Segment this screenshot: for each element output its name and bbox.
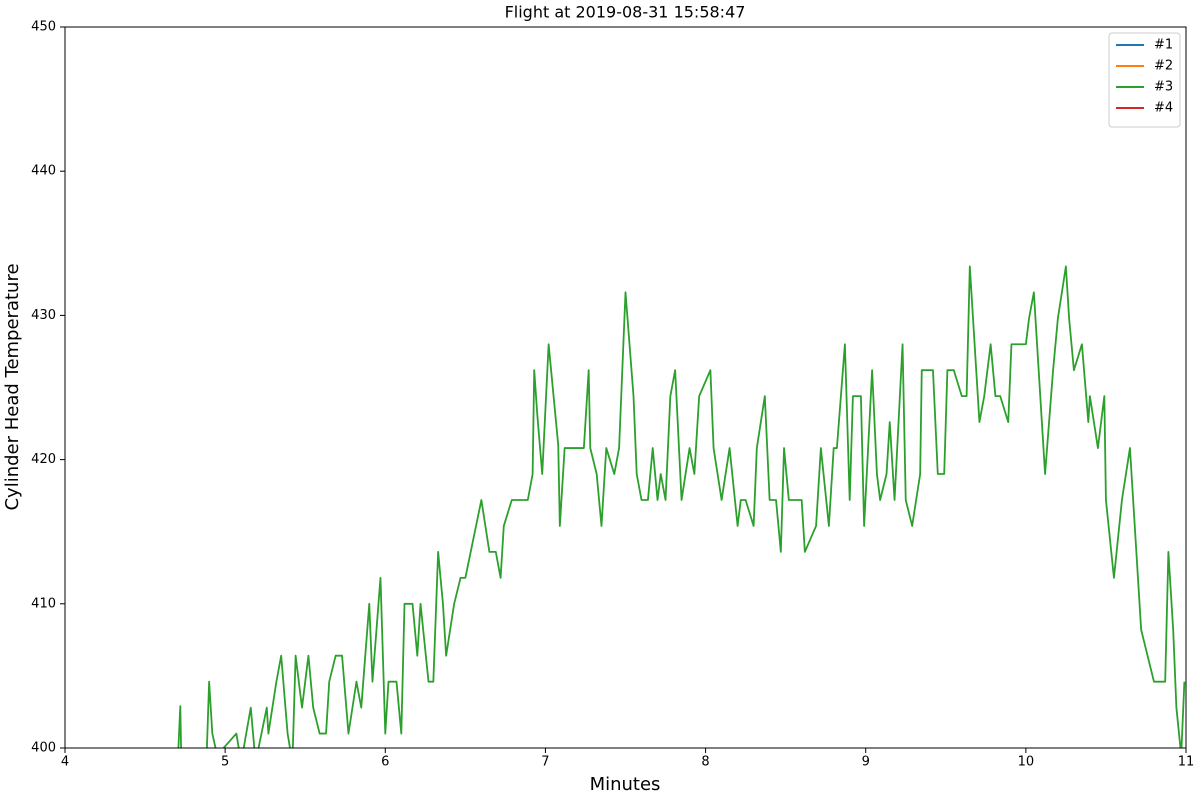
y-tick-label: 410 [31,596,56,611]
x-tick-label: 11 [1178,755,1195,770]
x-axis-label: Minutes [590,774,661,795]
x-tick-label: 4 [61,755,69,770]
y-axis-label: Cylinder Head Temperature [2,263,23,510]
x-tick-label: 6 [381,755,389,770]
plot-frame [64,26,1187,749]
y-tick-label: 420 [31,452,56,467]
x-tick-label: 10 [1018,755,1035,770]
x-tick-label: 9 [862,755,870,770]
x-tick-label: 8 [701,755,709,770]
plot-lines [177,265,1186,748]
legend-label: #2 [1154,59,1173,74]
series-line [177,265,1186,748]
legend-label: #4 [1154,101,1173,116]
x-tick-label: 5 [221,755,229,770]
chart-title: Flight at 2019-08-31 15:58:47 [505,3,746,22]
y-tick-label: 430 [31,308,56,323]
y-tick-label: 400 [31,741,56,756]
legend-label: #1 [1154,38,1173,53]
x-tick-label: 7 [541,755,549,770]
legend-label: #3 [1154,80,1173,95]
legend-box [1108,32,1181,128]
y-tick-label: 440 [31,164,56,179]
y-tick-label: 450 [31,20,56,35]
